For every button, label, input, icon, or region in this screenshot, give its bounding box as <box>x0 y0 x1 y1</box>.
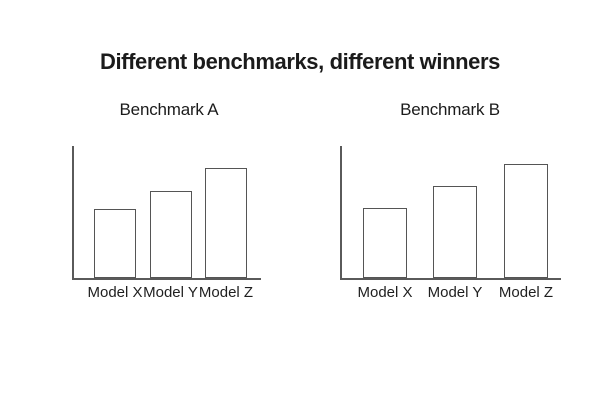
chart-title-benchmark-b: Benchmark B <box>400 100 500 119</box>
x-axis <box>72 278 261 280</box>
bar-model-z <box>205 168 247 278</box>
bar-model-x <box>363 208 407 278</box>
x-axis-label: Model Z <box>198 284 254 301</box>
bar-model-z <box>504 164 548 278</box>
figure-title: Different benchmarks, different winners <box>99 49 501 74</box>
plot-area: Model X Model Y Model Z <box>334 140 566 310</box>
y-axis <box>340 146 342 278</box>
x-axis <box>340 278 561 280</box>
chart-benchmark-a: Benchmark A Model X Model Y Model Z <box>64 100 274 310</box>
x-axis-label: Model X <box>87 284 143 301</box>
y-axis <box>72 146 74 278</box>
x-axis-label: Model Y <box>143 284 198 301</box>
plot-area: Model X Model Y Model Z <box>64 140 274 310</box>
chart-benchmark-b: Benchmark B Model X Model Y Model Z <box>334 100 566 310</box>
bar-model-y <box>149 190 192 278</box>
x-axis-label: Model Z <box>498 284 554 301</box>
bar-model-x <box>94 209 136 278</box>
x-axis-label: Model Y <box>427 284 483 301</box>
chart-title-benchmark-a: Benchmark A <box>119 100 219 119</box>
x-axis-label: Model X <box>357 284 413 301</box>
bar-model-y <box>433 185 477 278</box>
